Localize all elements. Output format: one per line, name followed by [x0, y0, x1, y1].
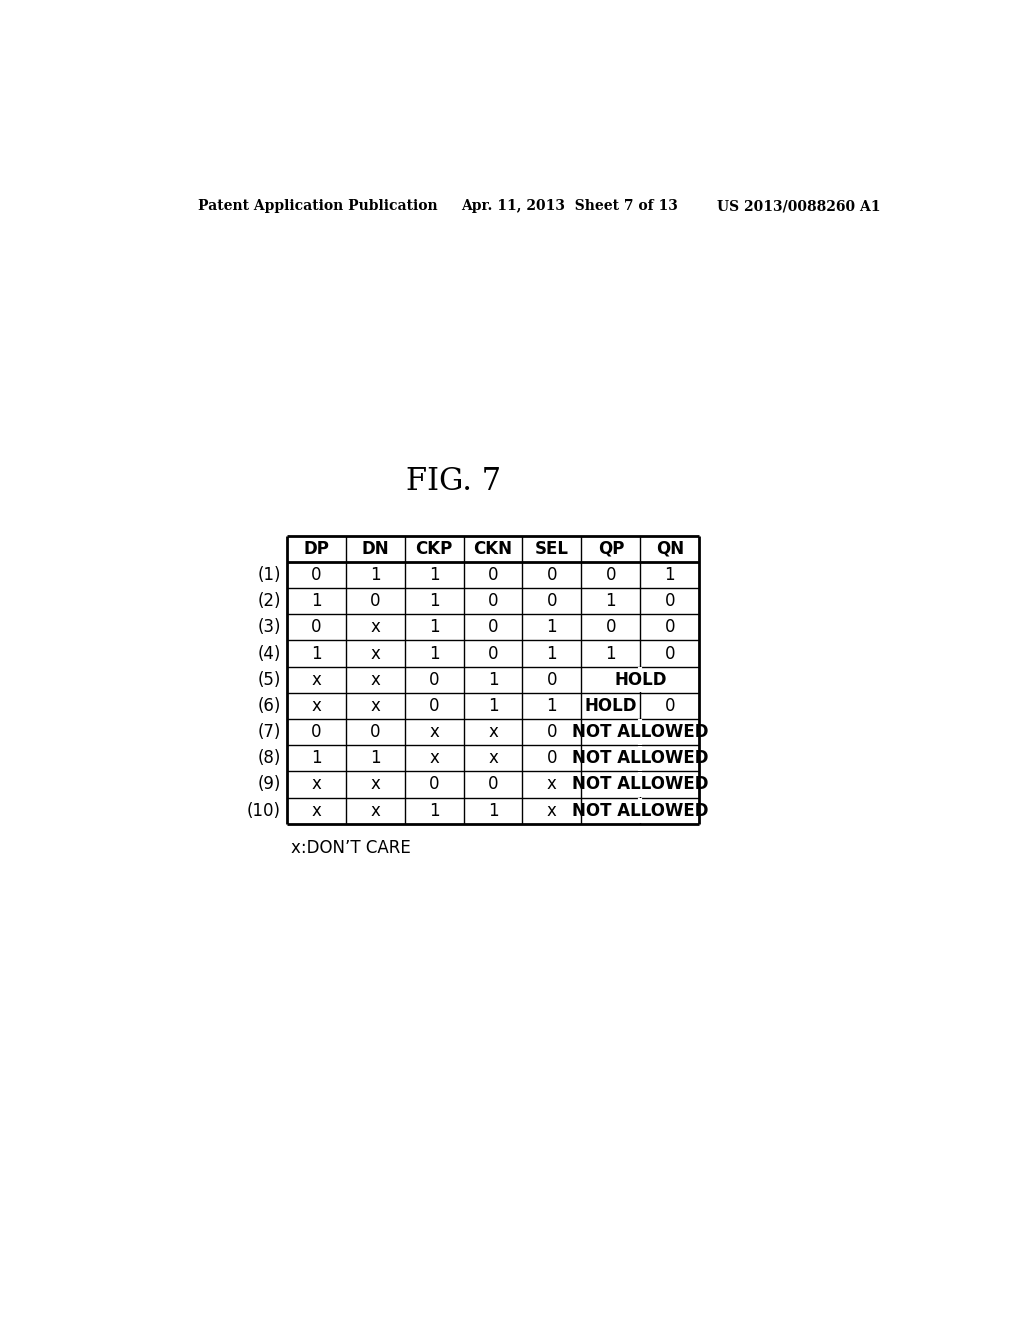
Text: x: x: [429, 723, 439, 741]
Text: 1: 1: [429, 801, 439, 820]
Text: CKN: CKN: [473, 540, 513, 558]
Text: 0: 0: [429, 671, 439, 689]
Text: x: x: [311, 697, 322, 715]
Text: x: x: [371, 644, 380, 663]
Text: 1: 1: [487, 671, 499, 689]
Text: CKP: CKP: [416, 540, 453, 558]
Text: 0: 0: [665, 593, 675, 610]
Text: x: x: [371, 618, 380, 636]
Text: Patent Application Publication: Patent Application Publication: [198, 199, 437, 213]
Text: 1: 1: [370, 566, 381, 583]
Text: 0: 0: [547, 723, 557, 741]
Text: (3): (3): [257, 618, 281, 636]
Text: x: x: [429, 750, 439, 767]
Text: x: x: [488, 723, 498, 741]
Text: 0: 0: [487, 775, 499, 793]
Text: 0: 0: [547, 593, 557, 610]
Text: 0: 0: [665, 697, 675, 715]
Text: 0: 0: [547, 750, 557, 767]
Text: 0: 0: [547, 671, 557, 689]
Text: 0: 0: [487, 644, 499, 663]
Text: SEL: SEL: [535, 540, 569, 558]
Text: 1: 1: [547, 644, 557, 663]
Text: NOT ALLOWED: NOT ALLOWED: [572, 801, 709, 820]
Text: Apr. 11, 2013  Sheet 7 of 13: Apr. 11, 2013 Sheet 7 of 13: [461, 199, 678, 213]
Text: x:DON’T CARE: x:DON’T CARE: [291, 840, 411, 857]
Text: 0: 0: [311, 566, 322, 583]
Text: (6): (6): [257, 697, 281, 715]
Text: 1: 1: [547, 618, 557, 636]
Text: 1: 1: [370, 750, 381, 767]
Text: x: x: [311, 671, 322, 689]
Text: 1: 1: [429, 618, 439, 636]
Text: 1: 1: [429, 644, 439, 663]
Text: 0: 0: [311, 618, 322, 636]
Text: 1: 1: [429, 593, 439, 610]
Text: 1: 1: [605, 644, 616, 663]
Text: (9): (9): [257, 775, 281, 793]
Text: 1: 1: [311, 750, 322, 767]
Text: DN: DN: [361, 540, 389, 558]
Text: 0: 0: [429, 775, 439, 793]
Text: QN: QN: [655, 540, 684, 558]
Text: x: x: [547, 801, 557, 820]
Text: NOT ALLOWED: NOT ALLOWED: [572, 775, 709, 793]
Text: x: x: [371, 775, 380, 793]
Text: NOT ALLOWED: NOT ALLOWED: [572, 750, 709, 767]
Text: 0: 0: [370, 723, 381, 741]
Text: 1: 1: [605, 593, 616, 610]
Text: 1: 1: [311, 644, 322, 663]
Text: QP: QP: [598, 540, 624, 558]
Text: x: x: [547, 775, 557, 793]
Text: HOLD: HOLD: [585, 697, 637, 715]
Text: (10): (10): [247, 801, 281, 820]
Text: (7): (7): [257, 723, 281, 741]
Text: 0: 0: [487, 618, 499, 636]
Text: 0: 0: [547, 566, 557, 583]
Text: 0: 0: [487, 593, 499, 610]
Text: 0: 0: [429, 697, 439, 715]
Text: 0: 0: [605, 618, 616, 636]
Text: NOT ALLOWED: NOT ALLOWED: [572, 723, 709, 741]
Text: 1: 1: [665, 566, 675, 583]
Text: x: x: [371, 697, 380, 715]
Text: 1: 1: [487, 697, 499, 715]
Text: 0: 0: [487, 566, 499, 583]
Text: 0: 0: [665, 618, 675, 636]
Text: 0: 0: [665, 644, 675, 663]
Text: 1: 1: [547, 697, 557, 715]
Text: 1: 1: [429, 566, 439, 583]
Text: x: x: [488, 750, 498, 767]
Text: x: x: [311, 775, 322, 793]
Text: (4): (4): [257, 644, 281, 663]
Text: (1): (1): [257, 566, 281, 583]
Text: US 2013/0088260 A1: US 2013/0088260 A1: [717, 199, 881, 213]
Text: HOLD: HOLD: [614, 671, 667, 689]
Text: (2): (2): [257, 593, 281, 610]
Text: 1: 1: [487, 801, 499, 820]
Text: (8): (8): [257, 750, 281, 767]
Text: FIG. 7: FIG. 7: [406, 466, 501, 498]
Text: 0: 0: [311, 723, 322, 741]
Text: DP: DP: [303, 540, 330, 558]
Text: x: x: [311, 801, 322, 820]
Text: 0: 0: [370, 593, 381, 610]
Text: x: x: [371, 671, 380, 689]
Text: 0: 0: [605, 566, 616, 583]
Text: (5): (5): [257, 671, 281, 689]
Text: 1: 1: [311, 593, 322, 610]
Text: x: x: [371, 801, 380, 820]
